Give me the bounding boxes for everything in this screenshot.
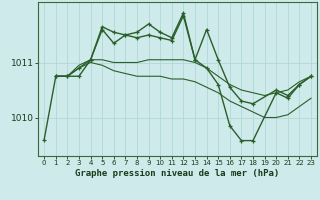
X-axis label: Graphe pression niveau de la mer (hPa): Graphe pression niveau de la mer (hPa) (76, 169, 280, 178)
